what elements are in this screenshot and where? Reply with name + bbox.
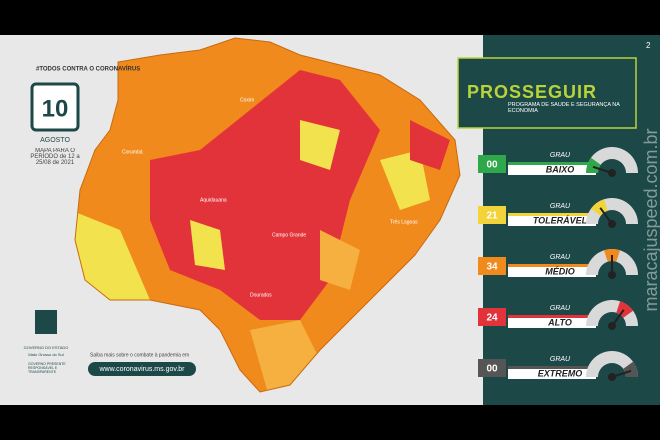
grau: GRAU (550, 203, 571, 210)
gauge-hub (608, 271, 616, 279)
state-outline (74, 37, 461, 393)
state: Mato Grosso do Sul (28, 352, 63, 357)
level-stripe (508, 315, 596, 318)
count-badge (478, 308, 506, 326)
count-badge (478, 257, 506, 275)
grau: GRAU (550, 356, 571, 363)
count-badge (478, 155, 506, 173)
level-label: ALTO (547, 317, 572, 327)
city-labels: Corumbá Campo Grande Três Lagoas Dourado… (122, 97, 418, 298)
level-label: EXTREMO (538, 368, 583, 378)
grau: GRAU (550, 152, 571, 159)
count-badge (478, 206, 506, 224)
level-bar (508, 213, 596, 226)
count: 00 (486, 364, 498, 375)
program-sub-box: PROGRAMA DE SAÚDE E SEGURANÇA NA ECONOMI… (508, 102, 620, 114)
level-stripe (508, 162, 596, 165)
gauge-segment (586, 157, 601, 173)
gov-emblem (35, 310, 57, 334)
slogan-box: GOVERNO PRESENTE RESPONSÁVEL E TRANSPARE… (28, 362, 66, 374)
levels: 00 GRAU BAIXO 21 GRAU TOLERÁVEL 34 GRAU MÉDIO 24 G… (478, 147, 638, 381)
city-label: Corumbá (122, 149, 143, 155)
level-bar (508, 264, 596, 277)
city-label: Três Lagoas (390, 219, 418, 225)
month: AGOSTO (40, 137, 70, 144)
count: 00 (486, 160, 498, 171)
city-label: Aquidauana (200, 197, 227, 203)
grau: GRAU (550, 305, 571, 312)
day: 10 (42, 95, 69, 122)
level-label: TOLERÁVEL (533, 215, 587, 225)
level-label: BAIXO (546, 164, 575, 174)
gauge-hub (608, 373, 616, 381)
period: MAPA PARA O PERÍODO de 12 a 25/08 de 202… (30, 148, 80, 166)
gauge-hub (608, 322, 616, 330)
count: 34 (486, 262, 498, 273)
level-bar (508, 315, 596, 328)
program-title: PROSSEGUIR (467, 82, 597, 102)
campaign: #TODOS CONTRA O CORONAVÍRUS (36, 65, 140, 73)
level-label: MÉDIO (545, 266, 575, 276)
gauge-hub (608, 220, 616, 228)
city-label: Coxim (240, 97, 254, 103)
info: Saiba mais sobre o combate à pandemia em (90, 352, 189, 358)
count: 24 (486, 313, 498, 324)
city-label: Dourados (250, 292, 272, 298)
watermark: maracajuspeed.com.br (641, 128, 660, 311)
level-stripe (508, 213, 596, 216)
period-box: MAPA PARA O PERÍODO de 12 a 25/08 de 202… (30, 148, 80, 166)
program-subtitle: PROGRAMA DE SAÚDE E SEGURANÇA NA ECONOMI… (508, 102, 620, 114)
city-label: Campo Grande (272, 232, 306, 238)
slogan: GOVERNO PRESENTE RESPONSÁVEL E TRANSPARE… (28, 362, 66, 374)
url: www.coronavirus.ms.gov.br (98, 366, 185, 373)
level-bar (508, 366, 596, 379)
calendar (30, 82, 80, 132)
count-badge (478, 359, 506, 377)
gauge-hub (608, 169, 616, 177)
count: 21 (486, 211, 498, 222)
gov: GOVERNO DO ESTADO (24, 345, 69, 350)
level-stripe (508, 264, 596, 267)
program-box (457, 57, 637, 129)
grau: GRAU (550, 254, 571, 261)
page-number: 2 (646, 41, 651, 50)
url-pill (88, 362, 196, 376)
gauge (586, 249, 638, 275)
level-stripe (508, 366, 596, 369)
level-bar (508, 162, 596, 175)
